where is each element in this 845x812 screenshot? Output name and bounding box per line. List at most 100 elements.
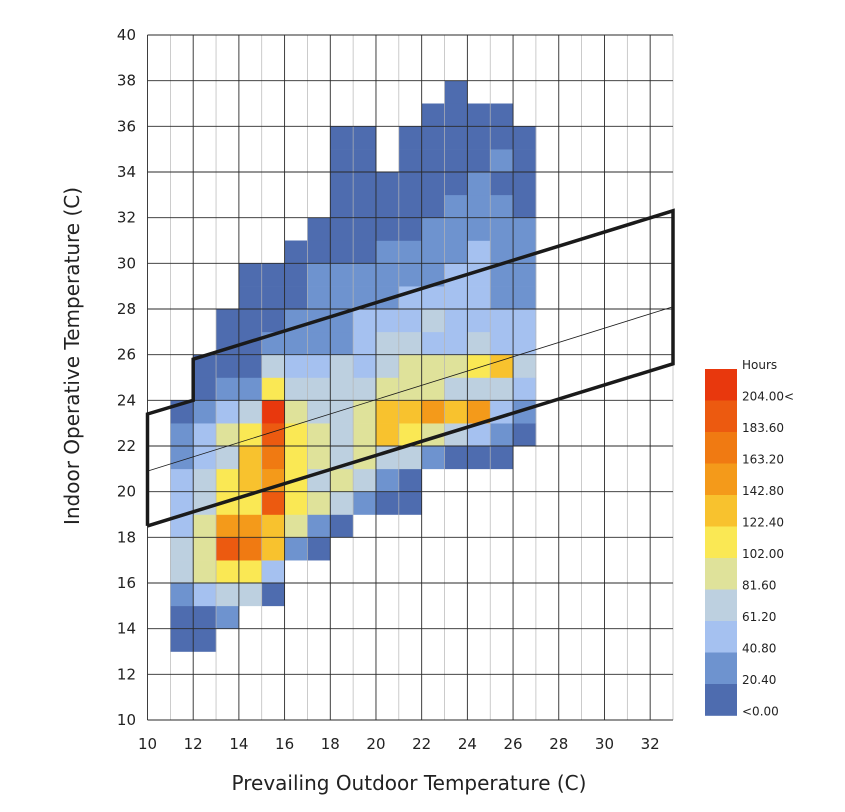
y-tick-label: 40 xyxy=(117,26,136,44)
heatmap-cell xyxy=(467,194,491,218)
heatmap-cell xyxy=(307,263,331,287)
heatmap-cell xyxy=(330,286,354,310)
heatmap-cell xyxy=(170,537,194,561)
heatmap-cell xyxy=(307,331,331,355)
heatmap-cell xyxy=(353,400,377,424)
heatmap-cell xyxy=(375,468,400,492)
heatmap-cell xyxy=(193,560,217,584)
x-tick-label: 32 xyxy=(641,735,660,753)
heatmap-cell xyxy=(398,309,422,333)
y-tick-label: 14 xyxy=(117,620,136,638)
heatmap-cell xyxy=(170,468,194,492)
x-axis-title: Prevailing Outdoor Temperature (C) xyxy=(232,771,587,795)
heatmap-cell xyxy=(353,377,377,401)
heatmap-cell xyxy=(261,309,285,333)
heatmap-cell xyxy=(375,400,400,424)
heatmap-cell xyxy=(261,514,285,538)
y-axis-title: Indoor Operative Temperature (C) xyxy=(60,187,84,525)
heatmap-cell xyxy=(421,240,445,264)
heatmap-cell xyxy=(193,400,217,424)
heatmap-cell xyxy=(353,331,377,355)
legend-swatch xyxy=(705,463,737,496)
heatmap-cell xyxy=(216,537,240,561)
heatmap-cell xyxy=(330,423,354,447)
grid-lines xyxy=(147,34,674,721)
y-tick-label: 26 xyxy=(117,346,136,364)
heatmap-cell xyxy=(421,149,445,173)
heatmap-cell xyxy=(353,309,377,333)
heatmap-cell xyxy=(467,309,491,333)
axis-ticks: 10 12 14 16 18 20 22 24 26 28 30 32 10 12 14 16 18 20 22 24… xyxy=(117,26,660,753)
legend: Hours 204.00< 183.60 163.20 142.80 122.40 102… xyxy=(705,358,794,719)
heatmap-cell xyxy=(307,217,331,241)
x-tick-label: 18 xyxy=(321,735,340,753)
heatmap-cell xyxy=(216,491,240,515)
heatmap-cell xyxy=(307,354,331,378)
heatmap-cells xyxy=(170,80,537,652)
legend-label: 204.00< xyxy=(742,390,794,404)
heatmap-cell xyxy=(490,286,514,310)
heatmap-cell xyxy=(238,560,263,584)
heatmap-cell xyxy=(330,126,354,150)
heatmap-cell xyxy=(353,468,377,492)
legend-title: Hours xyxy=(742,358,777,372)
heatmap-cell xyxy=(398,194,422,218)
heatmap-cell xyxy=(467,377,491,401)
heatmap-cell xyxy=(193,583,217,607)
heatmap-cell xyxy=(238,354,263,378)
legend-swatch xyxy=(705,495,737,527)
heatmap-cell xyxy=(375,172,400,196)
y-tick-label: 38 xyxy=(117,72,136,90)
heatmap-cell xyxy=(330,377,354,401)
heatmap-cell xyxy=(444,240,468,264)
heatmap-cell xyxy=(353,172,377,196)
legend-label: 61.20 xyxy=(742,610,776,624)
heatmap-cell xyxy=(375,331,400,355)
legend-swatch xyxy=(705,400,737,433)
heatmap-cell xyxy=(193,628,217,652)
heatmap-cell xyxy=(421,400,445,424)
heatmap-cell xyxy=(421,309,445,333)
legend-swatch xyxy=(705,652,737,685)
heatmap-cell xyxy=(330,468,354,492)
heatmap-cell xyxy=(398,331,422,355)
heatmap-cell xyxy=(467,400,491,424)
x-tick-label: 10 xyxy=(138,735,157,753)
heatmap-cell xyxy=(284,286,308,310)
heatmap-cell xyxy=(307,377,331,401)
heatmap-cell xyxy=(238,423,263,447)
heatmap-cell xyxy=(398,446,422,470)
heatmap-cell xyxy=(444,286,468,310)
heatmap-cell xyxy=(467,240,491,264)
heatmap-cell xyxy=(467,286,491,310)
heatmap-cell xyxy=(216,309,240,333)
heatmap-cell xyxy=(216,514,240,538)
heatmap-cell xyxy=(193,423,217,447)
heatmap-cell xyxy=(261,583,285,607)
heatmap-cell xyxy=(307,400,331,424)
heatmap-cell xyxy=(307,423,331,447)
heatmap-cell xyxy=(421,126,445,150)
y-tick-label: 24 xyxy=(117,391,136,409)
heatmap-cell xyxy=(421,217,445,241)
heatmap-cell xyxy=(490,331,514,355)
y-tick-label: 36 xyxy=(117,117,136,135)
heatmap-cell xyxy=(216,468,240,492)
heatmap-cell xyxy=(444,172,468,196)
heatmap-cell xyxy=(513,286,537,310)
y-tick-label: 12 xyxy=(117,665,136,683)
heatmap-cell xyxy=(330,194,354,218)
heatmap-cell xyxy=(238,263,263,287)
heatmap-cell xyxy=(375,423,400,447)
heatmap-cell xyxy=(513,263,537,287)
x-tick-label: 24 xyxy=(458,735,477,753)
heatmap-cell xyxy=(375,194,400,218)
legend-swatch xyxy=(705,526,737,559)
heatmap-cell xyxy=(467,331,491,355)
legend-swatch xyxy=(705,684,737,716)
heatmap-cell xyxy=(444,194,468,218)
heatmap-cell xyxy=(284,240,308,264)
heatmap-cell xyxy=(238,377,263,401)
heatmap-cell xyxy=(375,309,400,333)
